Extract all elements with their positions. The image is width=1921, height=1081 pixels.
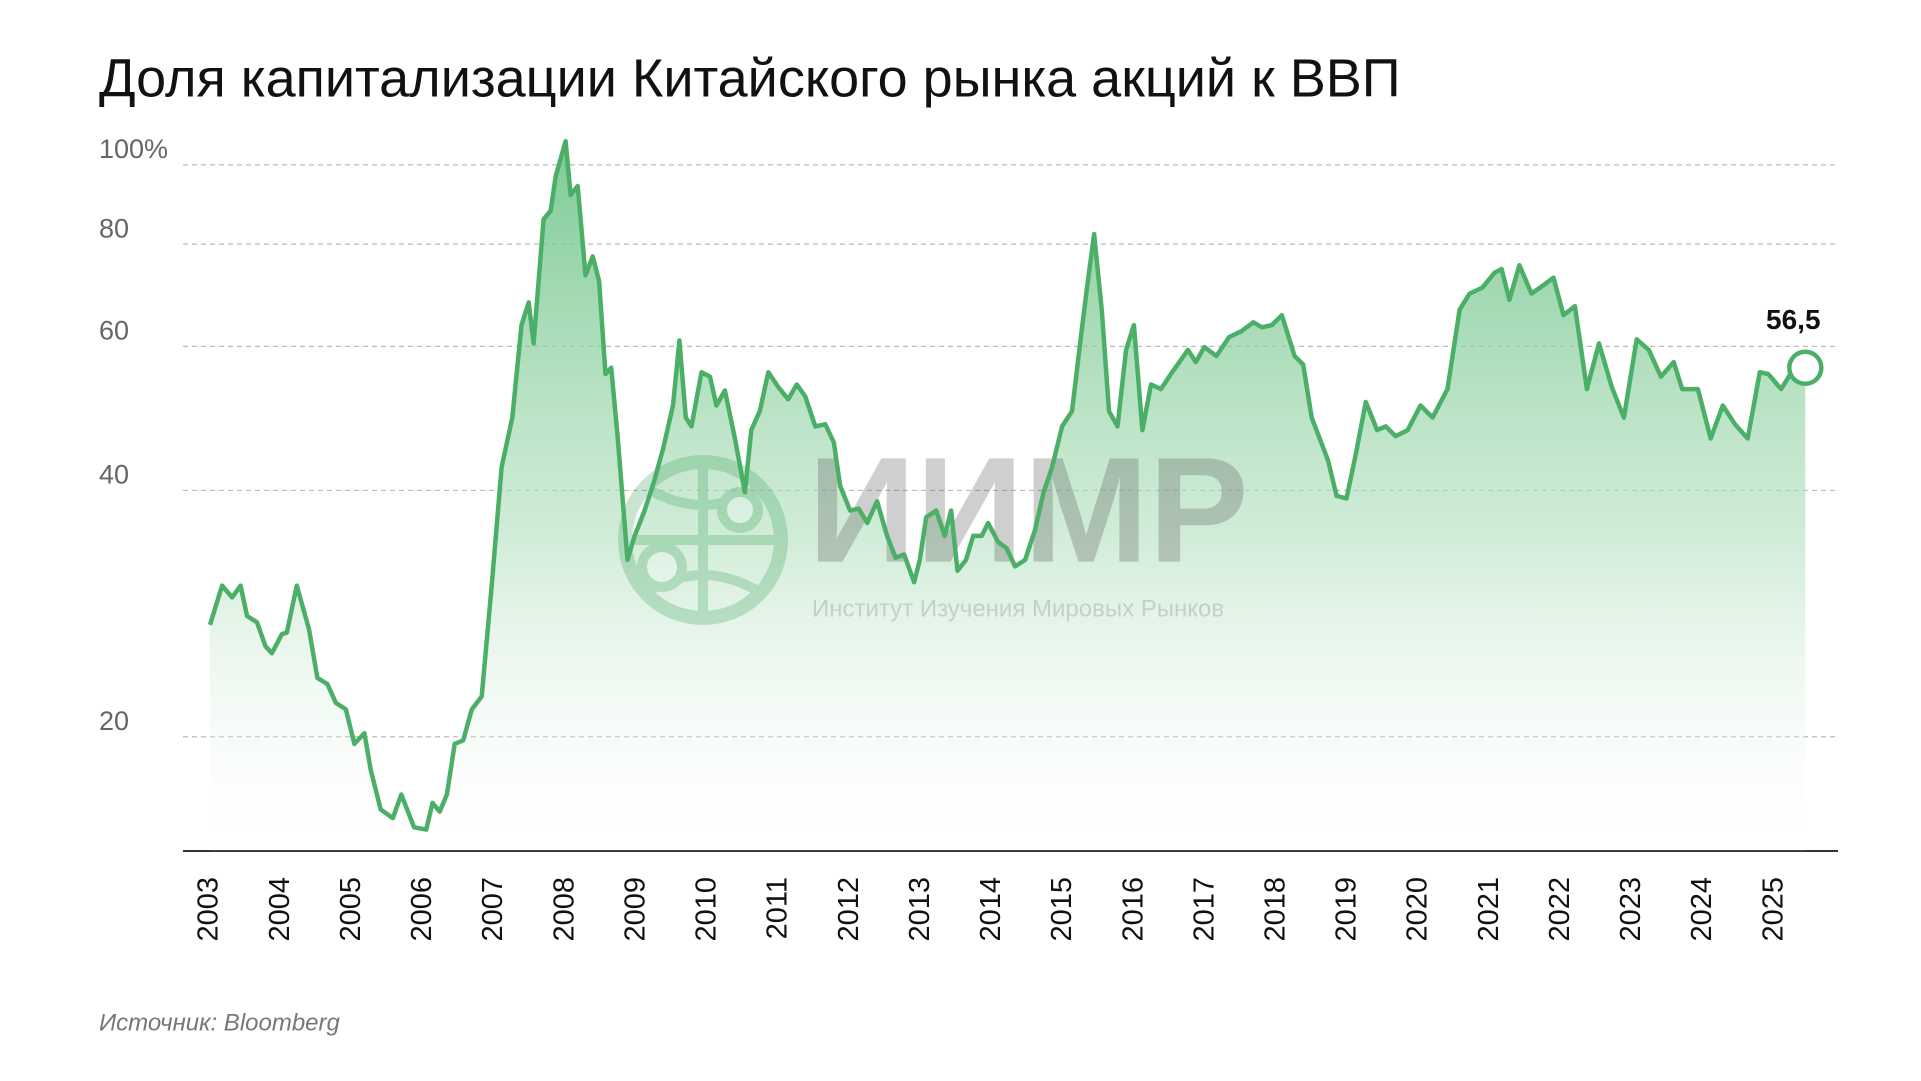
x-tick-label: 2014 xyxy=(975,877,1007,942)
x-tick-label: 2010 xyxy=(691,877,723,942)
area xyxy=(210,141,1806,851)
y-tick-label: 20 xyxy=(99,706,129,736)
x-tick-label: 2024 xyxy=(1686,877,1718,942)
marks: 56,5 xyxy=(207,138,1824,832)
end-marker xyxy=(1787,349,1824,386)
x-tick-label: 2025 xyxy=(1757,877,1789,942)
y-tick-label: 80 xyxy=(99,213,129,243)
x-tick-label: 2004 xyxy=(264,877,296,942)
x-tick-label: 2005 xyxy=(335,877,367,942)
x-tick-label: 2008 xyxy=(548,877,580,942)
area-layer xyxy=(210,141,1806,851)
x-tick-label: 2019 xyxy=(1331,877,1363,942)
x-tick-label: 2013 xyxy=(904,877,936,942)
line xyxy=(207,138,1806,832)
x-tick-label: 2015 xyxy=(1046,877,1078,942)
x-tick-label: 2016 xyxy=(1117,877,1149,942)
x-tick-label: 2006 xyxy=(406,877,438,942)
end-label: 56,5 xyxy=(1766,304,1821,335)
watermark-globe-lines xyxy=(625,462,781,618)
watermark-dot xyxy=(637,542,687,592)
watermark-text: Институт Изучения Мировых Рынков xyxy=(812,595,1224,622)
x-tick-label: 2020 xyxy=(1402,877,1434,942)
x-tick-label: 2018 xyxy=(1260,877,1292,942)
x-tick-label: 2011 xyxy=(762,877,794,939)
y-tick-label: 100% xyxy=(99,134,168,164)
source: Источник: Bloomberg xyxy=(99,1009,341,1036)
y-tick-label: 60 xyxy=(99,315,129,345)
x-tick-label: 2022 xyxy=(1544,877,1576,942)
y-tick-label: 40 xyxy=(99,460,129,490)
x-tick-label: 2017 xyxy=(1188,877,1220,942)
watermark-dot xyxy=(717,487,763,533)
x-tick-label: 2009 xyxy=(619,877,651,942)
x-tick-label: 2007 xyxy=(477,877,509,942)
x-tick-label: 2012 xyxy=(833,877,865,942)
x-tick-label: 2021 xyxy=(1473,877,1505,942)
x-tick-label: 2003 xyxy=(193,877,225,942)
x-tick-label: 2023 xyxy=(1615,877,1647,942)
chart-title: Доля капитализации Китайского рынка акци… xyxy=(99,48,1401,108)
